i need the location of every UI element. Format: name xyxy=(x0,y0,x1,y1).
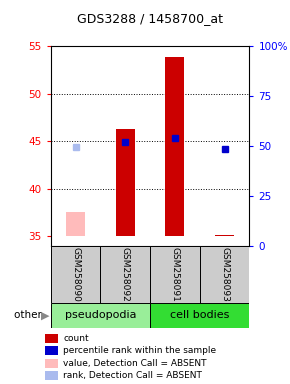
Text: GDS3288 / 1458700_at: GDS3288 / 1458700_at xyxy=(77,12,223,25)
Text: GSM258090: GSM258090 xyxy=(71,247,80,302)
Text: GSM258091: GSM258091 xyxy=(171,247,180,302)
Text: cell bodies: cell bodies xyxy=(170,310,229,321)
Bar xyxy=(100,246,150,303)
Text: value, Detection Call = ABSENT: value, Detection Call = ABSENT xyxy=(63,359,207,368)
Bar xyxy=(45,334,58,343)
Text: rank, Detection Call = ABSENT: rank, Detection Call = ABSENT xyxy=(63,371,202,380)
Bar xyxy=(215,235,234,236)
Text: GSM258092: GSM258092 xyxy=(121,247,130,302)
Bar xyxy=(45,346,58,355)
Bar xyxy=(150,303,249,328)
Bar xyxy=(45,371,58,380)
Text: percentile rank within the sample: percentile rank within the sample xyxy=(63,346,216,355)
Text: count: count xyxy=(63,334,89,343)
Text: pseudopodia: pseudopodia xyxy=(65,310,136,321)
Bar xyxy=(150,246,200,303)
Bar xyxy=(116,129,135,236)
Bar xyxy=(200,246,249,303)
Text: other: other xyxy=(14,310,45,321)
Bar xyxy=(166,58,184,236)
Bar xyxy=(66,212,85,236)
Bar xyxy=(51,303,150,328)
Text: ▶: ▶ xyxy=(41,310,49,321)
Text: GSM258093: GSM258093 xyxy=(220,247,229,302)
Bar xyxy=(45,359,58,368)
Bar xyxy=(51,246,100,303)
